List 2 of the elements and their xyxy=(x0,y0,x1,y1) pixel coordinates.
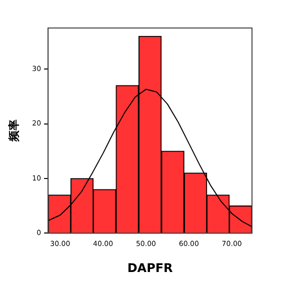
x-axis-title: DAPFR xyxy=(127,260,173,275)
y-axis-title: 频率 xyxy=(7,120,20,143)
